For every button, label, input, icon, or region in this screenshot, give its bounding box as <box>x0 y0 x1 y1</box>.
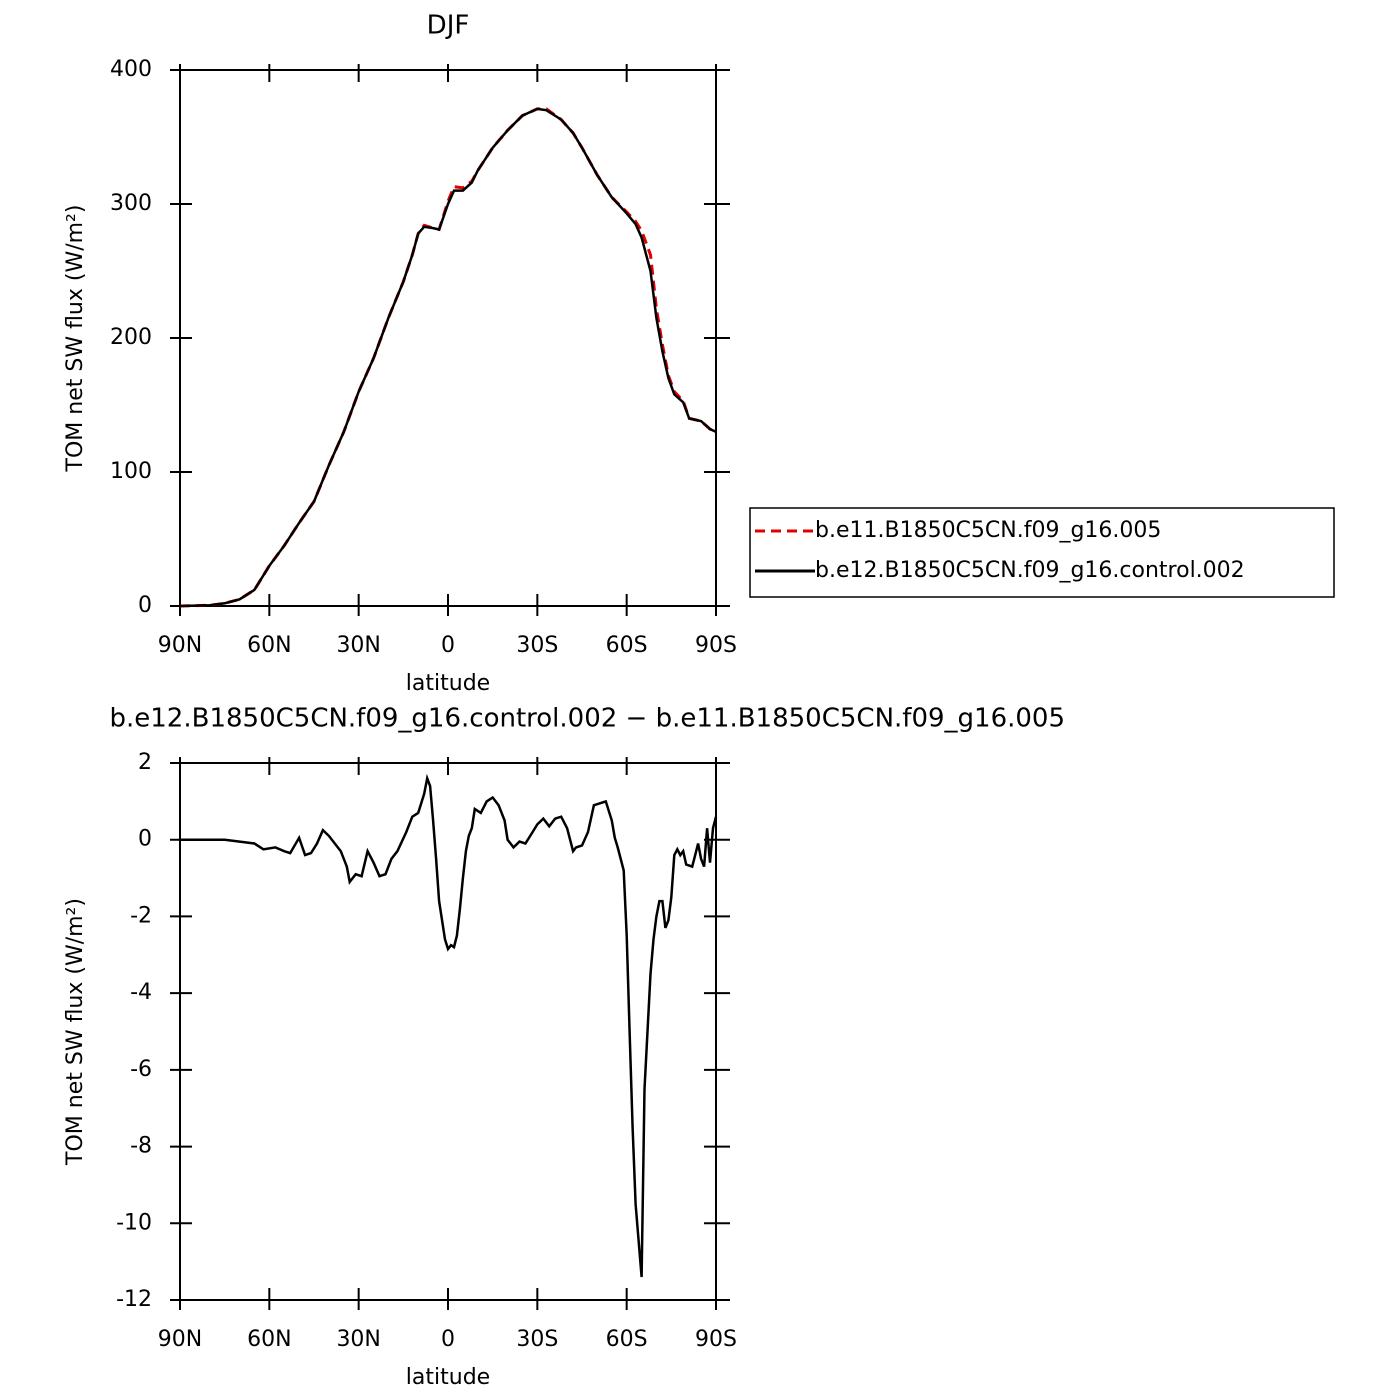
y-tick-label: -6 <box>130 1057 152 1082</box>
x-tick-label: 30N <box>336 1327 380 1352</box>
data-line <box>180 773 718 1278</box>
y-tick-label: 300 <box>110 191 152 216</box>
plot-frame <box>179 762 717 1301</box>
chart-title: DJF <box>427 11 470 41</box>
data-line <box>179 107 717 608</box>
x-tick-label: 90N <box>158 1327 202 1352</box>
y-tick-label: -12 <box>116 1287 152 1312</box>
legend-label: b.e12.B1850C5CN.f09_g16.control.002 <box>815 558 1245 583</box>
y-axis-label: TOM net SW flux (W/m²) <box>63 205 88 473</box>
chart-title: b.e12.B1850C5CN.f09_g16.control.002 − b.… <box>110 704 1066 734</box>
data-line <box>179 107 717 608</box>
y-tick-label: 200 <box>110 325 152 350</box>
plot-frame <box>179 69 717 607</box>
y-tick-label: -4 <box>130 980 152 1005</box>
x-tick-label: 60S <box>606 1327 648 1352</box>
y-tick-label: 2 <box>138 750 152 775</box>
x-axis-label: latitude <box>406 1365 490 1390</box>
y-tick-label: 400 <box>110 57 152 82</box>
x-tick-label: 60N <box>247 1327 291 1352</box>
x-tick-label: 90S <box>695 1327 737 1352</box>
y-tick-label: 100 <box>110 459 152 484</box>
y-tick-label: 0 <box>138 827 152 852</box>
x-tick-label: 0 <box>441 1327 455 1352</box>
y-tick-label: 0 <box>138 593 152 618</box>
y-tick-label: -2 <box>130 903 152 928</box>
x-tick-label: 60N <box>247 633 291 658</box>
x-tick-label: 30N <box>336 633 380 658</box>
x-tick-label: 30S <box>516 1327 558 1352</box>
x-tick-label: 0 <box>441 633 455 658</box>
x-tick-label: 30S <box>516 633 558 658</box>
legend-label: b.e11.B1850C5CN.f09_g16.005 <box>815 518 1161 543</box>
y-tick-label: -8 <box>130 1134 152 1159</box>
y-axis-label: TOM net SW flux (W/m²) <box>63 898 88 1166</box>
x-tick-label: 90N <box>158 633 202 658</box>
y-tick-label: -10 <box>116 1210 152 1235</box>
legend-box <box>749 507 1335 598</box>
x-tick-label: 90S <box>695 633 737 658</box>
x-axis-label: latitude <box>406 671 490 696</box>
x-tick-label: 60S <box>606 633 648 658</box>
